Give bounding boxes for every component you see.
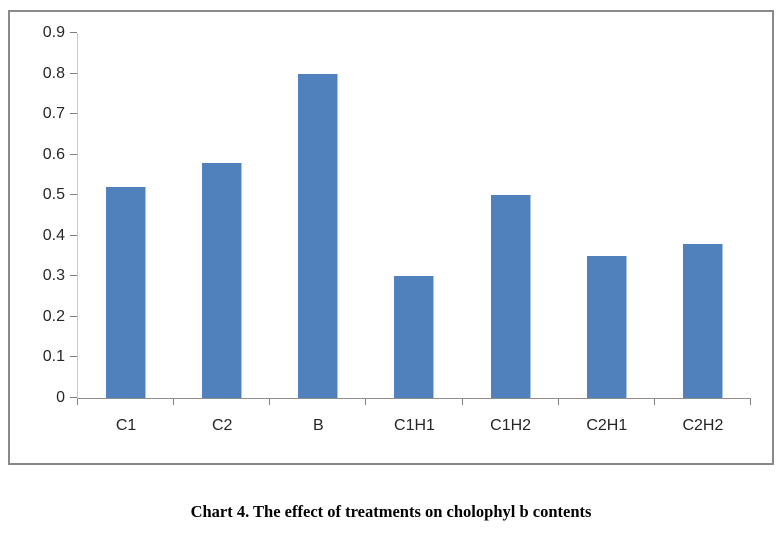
bar-C2H1 xyxy=(586,256,627,398)
x-label-C1H2: C1H2 xyxy=(490,417,532,434)
x-label-C2: C2 xyxy=(211,417,233,434)
bar-B xyxy=(298,73,339,398)
y-tick-label-0.6: 0.6 xyxy=(42,145,65,163)
bar-C2H2 xyxy=(682,243,723,398)
y-tick-0.3 xyxy=(70,275,77,277)
bar-slot xyxy=(78,33,174,398)
y-tick-0.2 xyxy=(70,315,77,317)
y-tick-label-0.8: 0.8 xyxy=(42,64,65,82)
y-tick-0.9 xyxy=(70,32,77,33)
bar-C1H1 xyxy=(394,276,435,398)
y-tick-0.1 xyxy=(70,356,77,358)
x-boundary-tick xyxy=(653,399,655,405)
y-tick-label-0.9: 0.9 xyxy=(42,24,65,41)
x-boundary-tick xyxy=(173,399,175,405)
y-tick-label-0.4: 0.4 xyxy=(42,226,65,244)
y-tick-0.7 xyxy=(70,113,77,115)
x-boundary-tick xyxy=(557,399,559,405)
x-boundary-tick xyxy=(365,399,367,405)
x-label-C1H1: C1H1 xyxy=(394,417,435,434)
y-tick-0.8 xyxy=(70,72,77,74)
y-tick-label-0.2: 0.2 xyxy=(42,307,65,325)
x-boundary-tick xyxy=(461,399,463,405)
x-label-C2H2: C2H2 xyxy=(682,417,724,434)
x-boundary-tick xyxy=(77,399,78,405)
x-label-B: B xyxy=(313,417,324,434)
y-tick-0.5 xyxy=(70,194,77,196)
x-label-C1: C1 xyxy=(115,417,137,434)
bar-slot xyxy=(655,33,751,398)
y-tick-label-0.3: 0.3 xyxy=(42,267,65,285)
bar-slot xyxy=(174,33,270,398)
bar-C2 xyxy=(202,162,243,398)
y-tick-0.4 xyxy=(70,234,77,236)
y-tick-0.6 xyxy=(70,153,77,155)
bar-C1H2 xyxy=(490,195,531,398)
x-label-C2H1: C2H1 xyxy=(586,417,628,434)
chart-frame: C1 C2 B C1H1 C1H2 C2H1 C2H2 0 0.1 0.2 0.3 0.4 0.5 0.… xyxy=(8,10,774,465)
bar-slot xyxy=(463,33,559,398)
x-boundary-tick xyxy=(269,399,271,405)
bar-C1 xyxy=(106,187,147,398)
bar-slot xyxy=(366,33,462,398)
x-axis-labels: C1 C2 B C1H1 C1H2 C2H1 C2H2 xyxy=(78,417,751,435)
bar-slot xyxy=(270,33,366,398)
y-tick-label-0.7: 0.7 xyxy=(42,105,65,123)
y-tick-label-0.5: 0.5 xyxy=(42,186,65,204)
y-tick-0 xyxy=(70,397,77,398)
plot-area: C1 C2 B C1H1 C1H2 C2H1 C2H2 0 0.1 0.2 0.3 0.4 0.5 0.… xyxy=(43,24,751,434)
x-boundary-tick xyxy=(750,399,751,405)
y-tick-label-0.1: 0.1 xyxy=(42,348,65,366)
bar-slot xyxy=(559,33,655,398)
y-tick-label-0: 0 xyxy=(56,389,65,406)
chart-caption: Chart 4. The effect of treatments on cho… xyxy=(190,502,592,521)
bars-row xyxy=(78,33,751,398)
